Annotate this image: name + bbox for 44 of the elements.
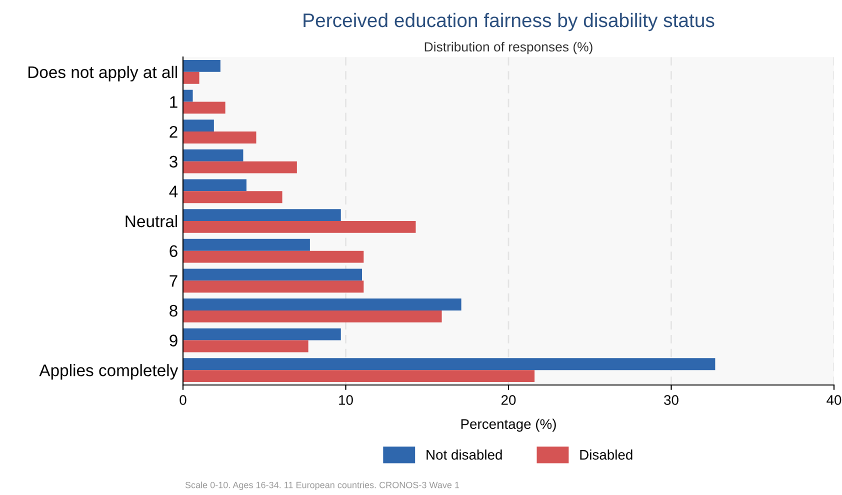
- bar: [183, 310, 442, 322]
- bar: [183, 298, 462, 310]
- x-axis-title: Percentage (%): [461, 418, 556, 432]
- bar: [183, 268, 362, 281]
- y-tick-label: 8: [170, 304, 178, 317]
- y-tick-label: Neutral: [126, 214, 178, 228]
- bar: [183, 328, 341, 340]
- y-tick-label: 2: [170, 126, 178, 138]
- x-tick-label: 10: [339, 395, 353, 405]
- bar: [183, 179, 246, 192]
- bar: [183, 161, 297, 174]
- y-tick-label: Applies completely: [39, 364, 178, 380]
- y-tick-label: 3: [170, 156, 178, 168]
- bar: [183, 238, 310, 251]
- x-tick-label: 20: [501, 395, 516, 405]
- x-tick-label: 40: [826, 395, 842, 405]
- bar: [183, 250, 364, 263]
- x-tick-label: 0: [180, 395, 186, 405]
- y-tick-label: 9: [170, 334, 178, 346]
- bar: [183, 60, 220, 72]
- bar: [183, 209, 341, 221]
- y-tick-label: 7: [170, 275, 178, 287]
- bar: [183, 149, 244, 162]
- bar: [183, 280, 364, 293]
- bar: [183, 191, 282, 204]
- chart-title: Perceived education fairness by disability status: [304, 12, 714, 32]
- y-tick-label: Does not apply at all: [28, 66, 178, 82]
- bar: [183, 340, 308, 352]
- bar: [183, 90, 193, 102]
- text: Scale 0-10. Ages 16-34. 11 European countries. CRONOS-3 Wave 1: [185, 482, 460, 490]
- legend-label: Not disabled: [426, 450, 502, 460]
- bar: [183, 358, 716, 370]
- bar: [183, 102, 226, 114]
- legend-label: Disabled: [580, 450, 632, 460]
- bar: [183, 132, 256, 144]
- y-tick-label: 1: [170, 96, 178, 108]
- bar: [183, 72, 200, 84]
- bar: [183, 370, 535, 382]
- bar: [183, 120, 214, 132]
- y-tick-label: 6: [170, 245, 178, 258]
- x-tick-label: 30: [664, 395, 678, 405]
- chart-subtitle: Distribution of responses (%): [424, 42, 592, 54]
- y-tick-label: 4: [169, 186, 178, 198]
- bar: [183, 221, 416, 233]
